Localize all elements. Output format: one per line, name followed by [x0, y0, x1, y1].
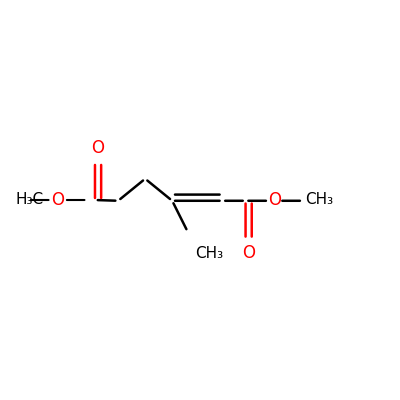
Text: O: O	[51, 191, 64, 209]
Text: O: O	[242, 244, 255, 262]
Text: CH₃: CH₃	[305, 192, 333, 208]
Text: CH₃: CH₃	[195, 246, 224, 261]
Text: O: O	[92, 139, 104, 157]
Text: O: O	[268, 191, 281, 209]
Text: H₃C: H₃C	[16, 192, 44, 208]
